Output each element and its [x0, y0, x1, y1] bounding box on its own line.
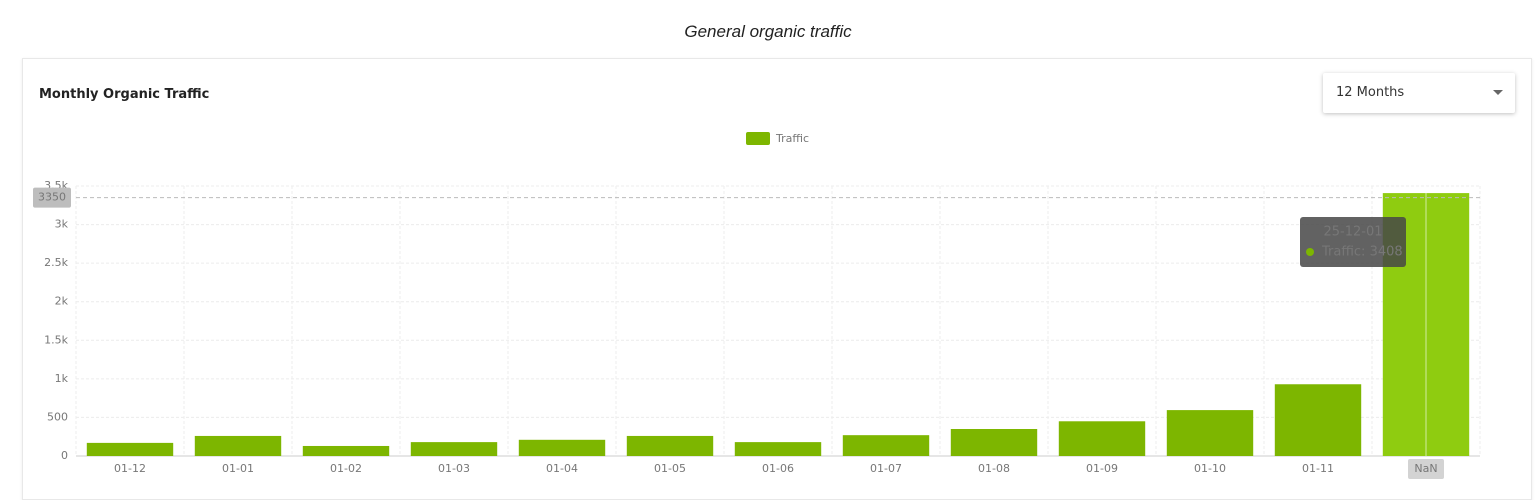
- period-dropdown[interactable]: 12 Months: [1323, 73, 1515, 113]
- tooltip: 25-12-01 Traffic: 3408: [1300, 217, 1406, 267]
- y-tick-label: 1k: [55, 372, 69, 385]
- x-tick-label: 01-04: [546, 462, 578, 475]
- tooltip-title: 25-12-01: [1323, 225, 1382, 240]
- y-tick-label: 2.5k: [44, 256, 68, 269]
- x-tick-label: 01-09: [1086, 462, 1118, 475]
- bar: [1274, 384, 1362, 456]
- x-tick-label: 01-06: [762, 462, 794, 475]
- tooltip-label: Traffic: 3408: [1321, 245, 1403, 260]
- card-title: Monthly Organic Traffic: [39, 87, 210, 102]
- y-tick-label: 500: [47, 410, 68, 423]
- bar: [410, 442, 498, 456]
- page-title: General organic traffic: [684, 22, 852, 41]
- tooltip-dot: [1306, 248, 1314, 256]
- x-tick-label: 01-01: [222, 462, 254, 475]
- bar: [194, 435, 282, 456]
- x-label-highlight: [1408, 459, 1444, 479]
- crosshair-label-box: [33, 187, 71, 208]
- x-tick-label: 01-07: [870, 462, 902, 475]
- y-tick-label: 0: [61, 449, 68, 462]
- bar: [842, 435, 930, 456]
- bar: [302, 445, 390, 456]
- x-tick-label: 01-08: [978, 462, 1010, 475]
- bar: [518, 439, 606, 456]
- y-tick-label: 2k: [55, 295, 69, 308]
- x-tick-label: NaN: [1414, 462, 1437, 475]
- bar: [1058, 421, 1146, 456]
- tooltip-box: [1300, 217, 1406, 267]
- dropdown-arrow: [1493, 90, 1503, 95]
- x-tick-label: 01-03: [438, 462, 470, 475]
- x-tick-label: 01-05: [654, 462, 686, 475]
- x-tick-label: 01-12: [114, 462, 146, 475]
- x-tick-label: 01-11: [1302, 462, 1334, 475]
- bar: [626, 435, 714, 456]
- x-tick-label: 01-02: [330, 462, 362, 475]
- y-tick-label: 3k: [55, 218, 69, 231]
- x-tick-label: 01-10: [1194, 462, 1226, 475]
- crosshair-label: 3350: [38, 191, 66, 204]
- bar: [1166, 410, 1254, 456]
- bar: [734, 442, 822, 456]
- legend-swatch: [746, 132, 770, 145]
- bar: [86, 442, 174, 456]
- bar: [950, 429, 1038, 456]
- legend-label: Traffic: [775, 132, 809, 145]
- y-tick-label: 1.5k: [44, 333, 68, 346]
- dropdown-label: 12 Months: [1336, 85, 1405, 100]
